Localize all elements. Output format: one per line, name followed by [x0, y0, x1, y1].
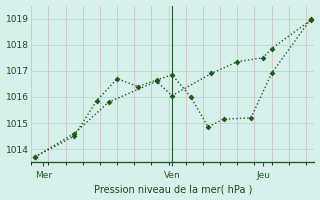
- X-axis label: Pression niveau de la mer( hPa ): Pression niveau de la mer( hPa ): [94, 184, 252, 194]
